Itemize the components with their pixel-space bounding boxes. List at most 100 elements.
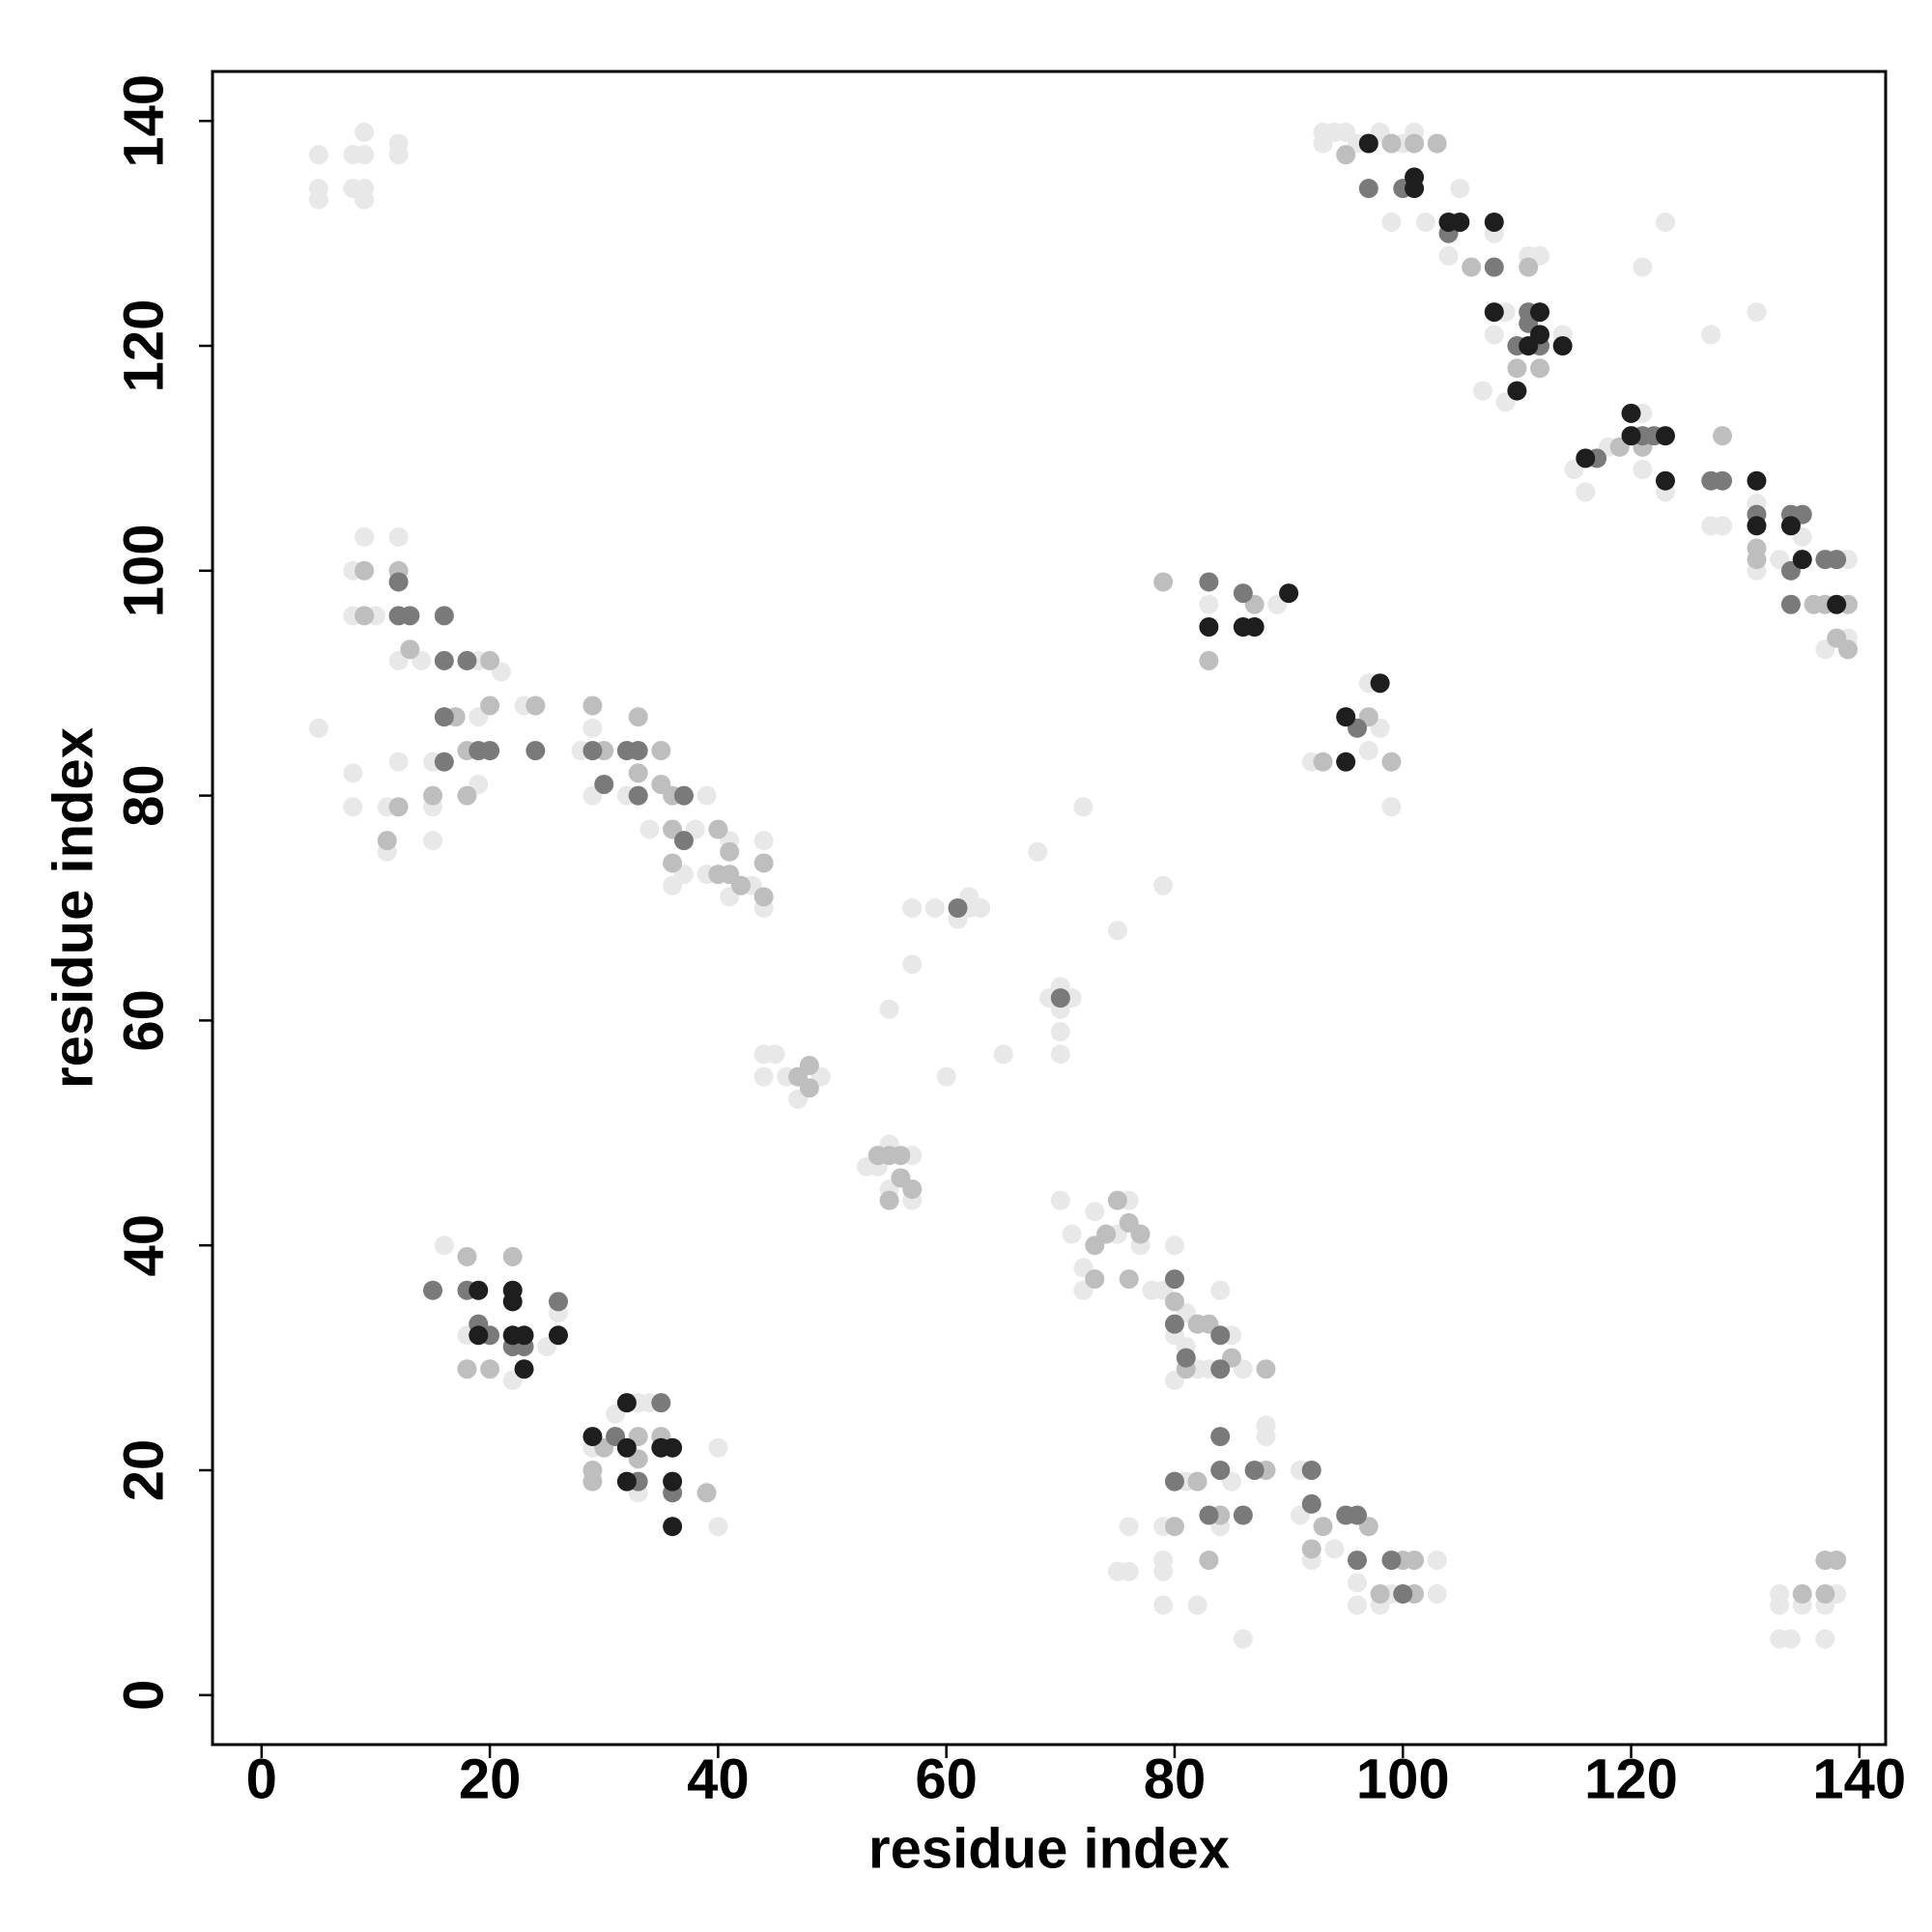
point xyxy=(1256,1359,1276,1379)
point xyxy=(879,1190,899,1210)
point xyxy=(663,853,683,873)
point xyxy=(1792,550,1812,570)
point xyxy=(1552,336,1573,356)
point xyxy=(1827,1550,1847,1571)
point xyxy=(388,133,409,154)
point xyxy=(936,1066,956,1087)
point xyxy=(1164,1314,1184,1334)
point xyxy=(308,718,328,738)
point xyxy=(1313,1517,1333,1537)
point xyxy=(1336,145,1356,165)
point xyxy=(423,831,443,851)
point xyxy=(1073,797,1094,817)
point xyxy=(616,1393,637,1413)
point xyxy=(308,189,328,210)
point xyxy=(457,1359,477,1379)
point xyxy=(434,650,454,670)
point xyxy=(753,1066,774,1087)
point xyxy=(1770,1595,1790,1615)
point xyxy=(1815,1629,1835,1649)
point xyxy=(1336,752,1356,772)
point xyxy=(902,1179,923,1199)
point xyxy=(1358,133,1378,154)
point xyxy=(1438,245,1459,266)
point xyxy=(469,1280,489,1300)
point xyxy=(582,696,603,716)
point xyxy=(1244,1460,1264,1480)
point xyxy=(753,887,774,907)
point xyxy=(1176,1348,1196,1368)
point xyxy=(1153,875,1174,895)
point xyxy=(1405,1550,1425,1571)
point xyxy=(1199,617,1219,638)
point xyxy=(1050,1190,1070,1210)
point xyxy=(582,718,603,738)
point xyxy=(480,696,500,716)
point xyxy=(1347,1505,1367,1525)
point xyxy=(1085,1202,1105,1222)
y-tick-label: 60 xyxy=(112,989,175,1052)
point xyxy=(1210,1280,1231,1300)
point xyxy=(1827,628,1847,648)
point xyxy=(1050,1044,1070,1065)
point xyxy=(1256,1427,1276,1447)
point xyxy=(308,145,328,165)
point xyxy=(548,1292,568,1312)
point xyxy=(673,831,694,851)
point xyxy=(480,1359,500,1379)
point xyxy=(1199,1505,1219,1525)
point xyxy=(628,741,648,761)
point xyxy=(753,1044,774,1065)
point xyxy=(480,650,500,670)
point xyxy=(514,1359,534,1379)
point xyxy=(434,1236,454,1256)
point xyxy=(1107,1190,1127,1210)
point xyxy=(1621,403,1641,423)
point xyxy=(1576,448,1596,469)
point xyxy=(879,999,899,1019)
point xyxy=(948,898,968,918)
point xyxy=(1747,516,1767,536)
point xyxy=(663,1471,683,1492)
point xyxy=(1233,617,1253,638)
point xyxy=(1621,426,1641,446)
point xyxy=(1347,1550,1367,1571)
point xyxy=(1507,381,1527,401)
point xyxy=(1530,358,1550,379)
y-tick-label: 40 xyxy=(112,1214,175,1277)
point xyxy=(502,1246,523,1266)
point xyxy=(1199,572,1219,592)
point xyxy=(400,639,420,660)
point xyxy=(355,145,375,165)
point xyxy=(1576,482,1596,502)
point xyxy=(377,831,397,851)
point xyxy=(1655,426,1675,446)
point xyxy=(1415,212,1435,232)
point xyxy=(1153,1595,1174,1615)
point xyxy=(457,785,477,806)
point xyxy=(1427,1550,1447,1571)
point xyxy=(753,831,774,851)
point xyxy=(1450,212,1470,232)
x-tick-label: 0 xyxy=(246,1747,277,1810)
point xyxy=(1062,1224,1082,1244)
point xyxy=(355,560,375,581)
point xyxy=(753,853,774,873)
point xyxy=(502,1292,523,1312)
point xyxy=(1780,594,1801,614)
point xyxy=(1164,1292,1184,1312)
point xyxy=(1313,752,1333,772)
point xyxy=(582,741,603,761)
point xyxy=(1358,741,1378,761)
point xyxy=(1050,1022,1070,1042)
point xyxy=(1484,325,1504,345)
point xyxy=(663,1517,683,1537)
point xyxy=(1370,1584,1390,1605)
point xyxy=(423,1280,443,1300)
y-axis-title: residue index xyxy=(42,727,104,1089)
point xyxy=(708,1437,728,1458)
point xyxy=(1655,212,1675,232)
x-tick-label: 100 xyxy=(1356,1747,1450,1810)
point xyxy=(1370,673,1390,694)
point xyxy=(1210,1427,1231,1447)
